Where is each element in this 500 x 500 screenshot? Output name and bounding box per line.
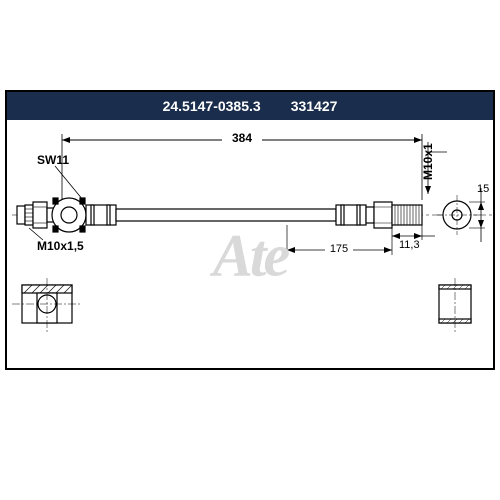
- left-fitting: [17, 198, 116, 232]
- dim-175: 175: [287, 225, 392, 255]
- dim-384-text: 384: [232, 131, 252, 145]
- right-fitting: [336, 202, 422, 228]
- order-code: 331427: [291, 98, 338, 114]
- drawing-svg: 384 SW11 M10x1: [7, 120, 493, 368]
- dim-11-3: 11,3: [392, 225, 435, 251]
- dim-113-text: 11,3: [399, 239, 420, 251]
- label-m10x1: M10x1: [421, 142, 447, 194]
- part-number: 24.5147-0385.3: [163, 98, 261, 114]
- dim-175-text: 175: [330, 243, 348, 255]
- dim-15-text: 15: [477, 183, 489, 195]
- sw11-text: SW11: [37, 153, 69, 167]
- diagram-frame: 24.5147-0385.3 331427 Ate 384 SW11: [5, 90, 495, 370]
- aux-view-bracket: [12, 278, 82, 332]
- technical-drawing: Ate 384 SW11 M10x1: [7, 120, 493, 368]
- end-view: [437, 195, 477, 235]
- m10x15-text: M10x1,5: [37, 239, 84, 253]
- aux-view-small: [439, 278, 471, 332]
- dim-total-length: 384: [62, 130, 422, 210]
- label-sw11: SW11: [37, 153, 83, 200]
- hose-body: [116, 209, 336, 221]
- header-bar: 24.5147-0385.3 331427: [7, 92, 493, 120]
- dim-15: 15: [469, 183, 489, 242]
